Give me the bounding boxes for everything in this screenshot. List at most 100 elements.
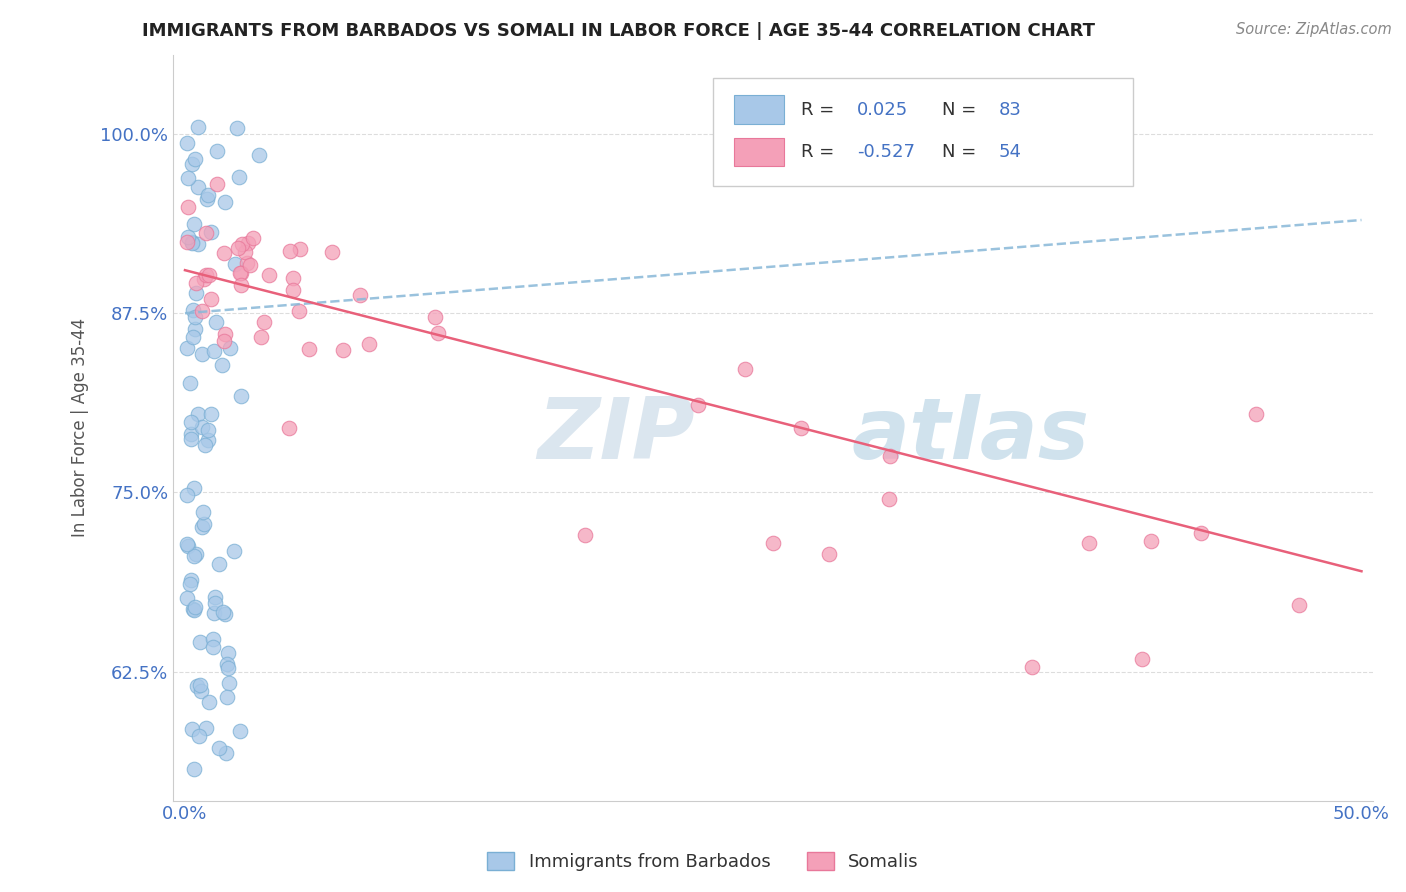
Text: IMMIGRANTS FROM BARBADOS VS SOMALI IN LABOR FORCE | AGE 35-44 CORRELATION CHART: IMMIGRANTS FROM BARBADOS VS SOMALI IN LA… <box>142 22 1095 40</box>
Point <box>181 302 204 317</box>
Point <box>242 230 264 244</box>
Point <box>217 661 239 675</box>
Point <box>180 235 202 250</box>
Point <box>359 336 381 351</box>
Point <box>247 147 270 161</box>
Point <box>180 573 202 587</box>
Point <box>879 449 901 463</box>
Point <box>818 547 841 561</box>
Point <box>183 762 205 776</box>
Point <box>215 657 238 671</box>
Point <box>183 481 205 495</box>
Point <box>214 327 236 342</box>
Point <box>212 334 235 348</box>
Point <box>176 235 198 249</box>
Point <box>231 236 253 251</box>
Point <box>253 315 276 329</box>
Text: 83: 83 <box>998 101 1022 119</box>
Point <box>183 549 205 563</box>
Point <box>332 343 354 357</box>
Point <box>176 200 198 214</box>
Point <box>229 266 252 280</box>
Point <box>197 433 219 447</box>
Point <box>179 376 201 390</box>
Legend: Immigrants from Barbados, Somalis: Immigrants from Barbados, Somalis <box>479 845 927 879</box>
Point <box>204 590 226 604</box>
Point <box>574 528 596 542</box>
Text: N =: N = <box>942 143 983 161</box>
Point <box>1021 660 1043 674</box>
Point <box>183 601 205 615</box>
Point <box>187 179 209 194</box>
Point <box>202 343 225 358</box>
Point <box>229 723 252 738</box>
Point <box>686 398 709 412</box>
Point <box>236 255 259 269</box>
Point <box>222 543 245 558</box>
Point <box>194 721 217 735</box>
Point <box>184 599 207 614</box>
Point <box>208 558 231 572</box>
Point <box>180 415 202 429</box>
Point <box>211 358 233 372</box>
Point <box>184 152 207 166</box>
Point <box>190 684 212 698</box>
Point <box>321 245 343 260</box>
Point <box>181 722 204 736</box>
Point <box>226 241 249 255</box>
Point <box>233 244 256 259</box>
Point <box>191 420 214 434</box>
Point <box>183 603 205 617</box>
Point <box>229 389 252 403</box>
Point <box>200 292 222 306</box>
Point <box>184 276 207 290</box>
Point <box>231 278 253 293</box>
Point <box>191 304 214 318</box>
Point <box>180 427 202 442</box>
Text: atlas: atlas <box>851 394 1090 477</box>
Point <box>179 577 201 591</box>
Point <box>790 421 813 435</box>
Point <box>349 288 371 302</box>
Text: R =: R = <box>801 143 839 161</box>
Point <box>187 729 209 743</box>
Point <box>187 120 209 134</box>
Point <box>191 520 214 534</box>
Point <box>188 678 211 692</box>
Point <box>278 244 301 259</box>
Point <box>184 285 207 300</box>
Point <box>183 322 205 336</box>
Point <box>186 679 208 693</box>
Point <box>195 226 218 240</box>
Text: N =: N = <box>942 101 983 119</box>
Point <box>176 591 198 605</box>
Point <box>193 516 215 531</box>
Point <box>1189 525 1212 540</box>
Point <box>200 226 222 240</box>
Point <box>215 746 238 760</box>
Bar <box>734 95 785 124</box>
Point <box>200 407 222 421</box>
Text: -0.527: -0.527 <box>858 143 915 161</box>
Point <box>762 535 785 549</box>
Point <box>201 632 224 647</box>
Point <box>288 243 311 257</box>
Text: 0.025: 0.025 <box>858 101 908 119</box>
Point <box>229 266 252 280</box>
Text: ZIP: ZIP <box>537 394 695 477</box>
Point <box>212 605 235 619</box>
Point <box>218 341 240 355</box>
Point <box>238 236 260 251</box>
Point <box>183 217 205 231</box>
Point <box>1139 534 1161 549</box>
Point <box>228 169 250 184</box>
Point <box>207 177 229 191</box>
Point <box>208 740 231 755</box>
Point <box>207 144 229 158</box>
Point <box>177 171 200 186</box>
Point <box>180 433 202 447</box>
Point <box>176 488 198 502</box>
Point <box>250 329 273 343</box>
Bar <box>734 138 785 166</box>
Point <box>197 423 219 437</box>
